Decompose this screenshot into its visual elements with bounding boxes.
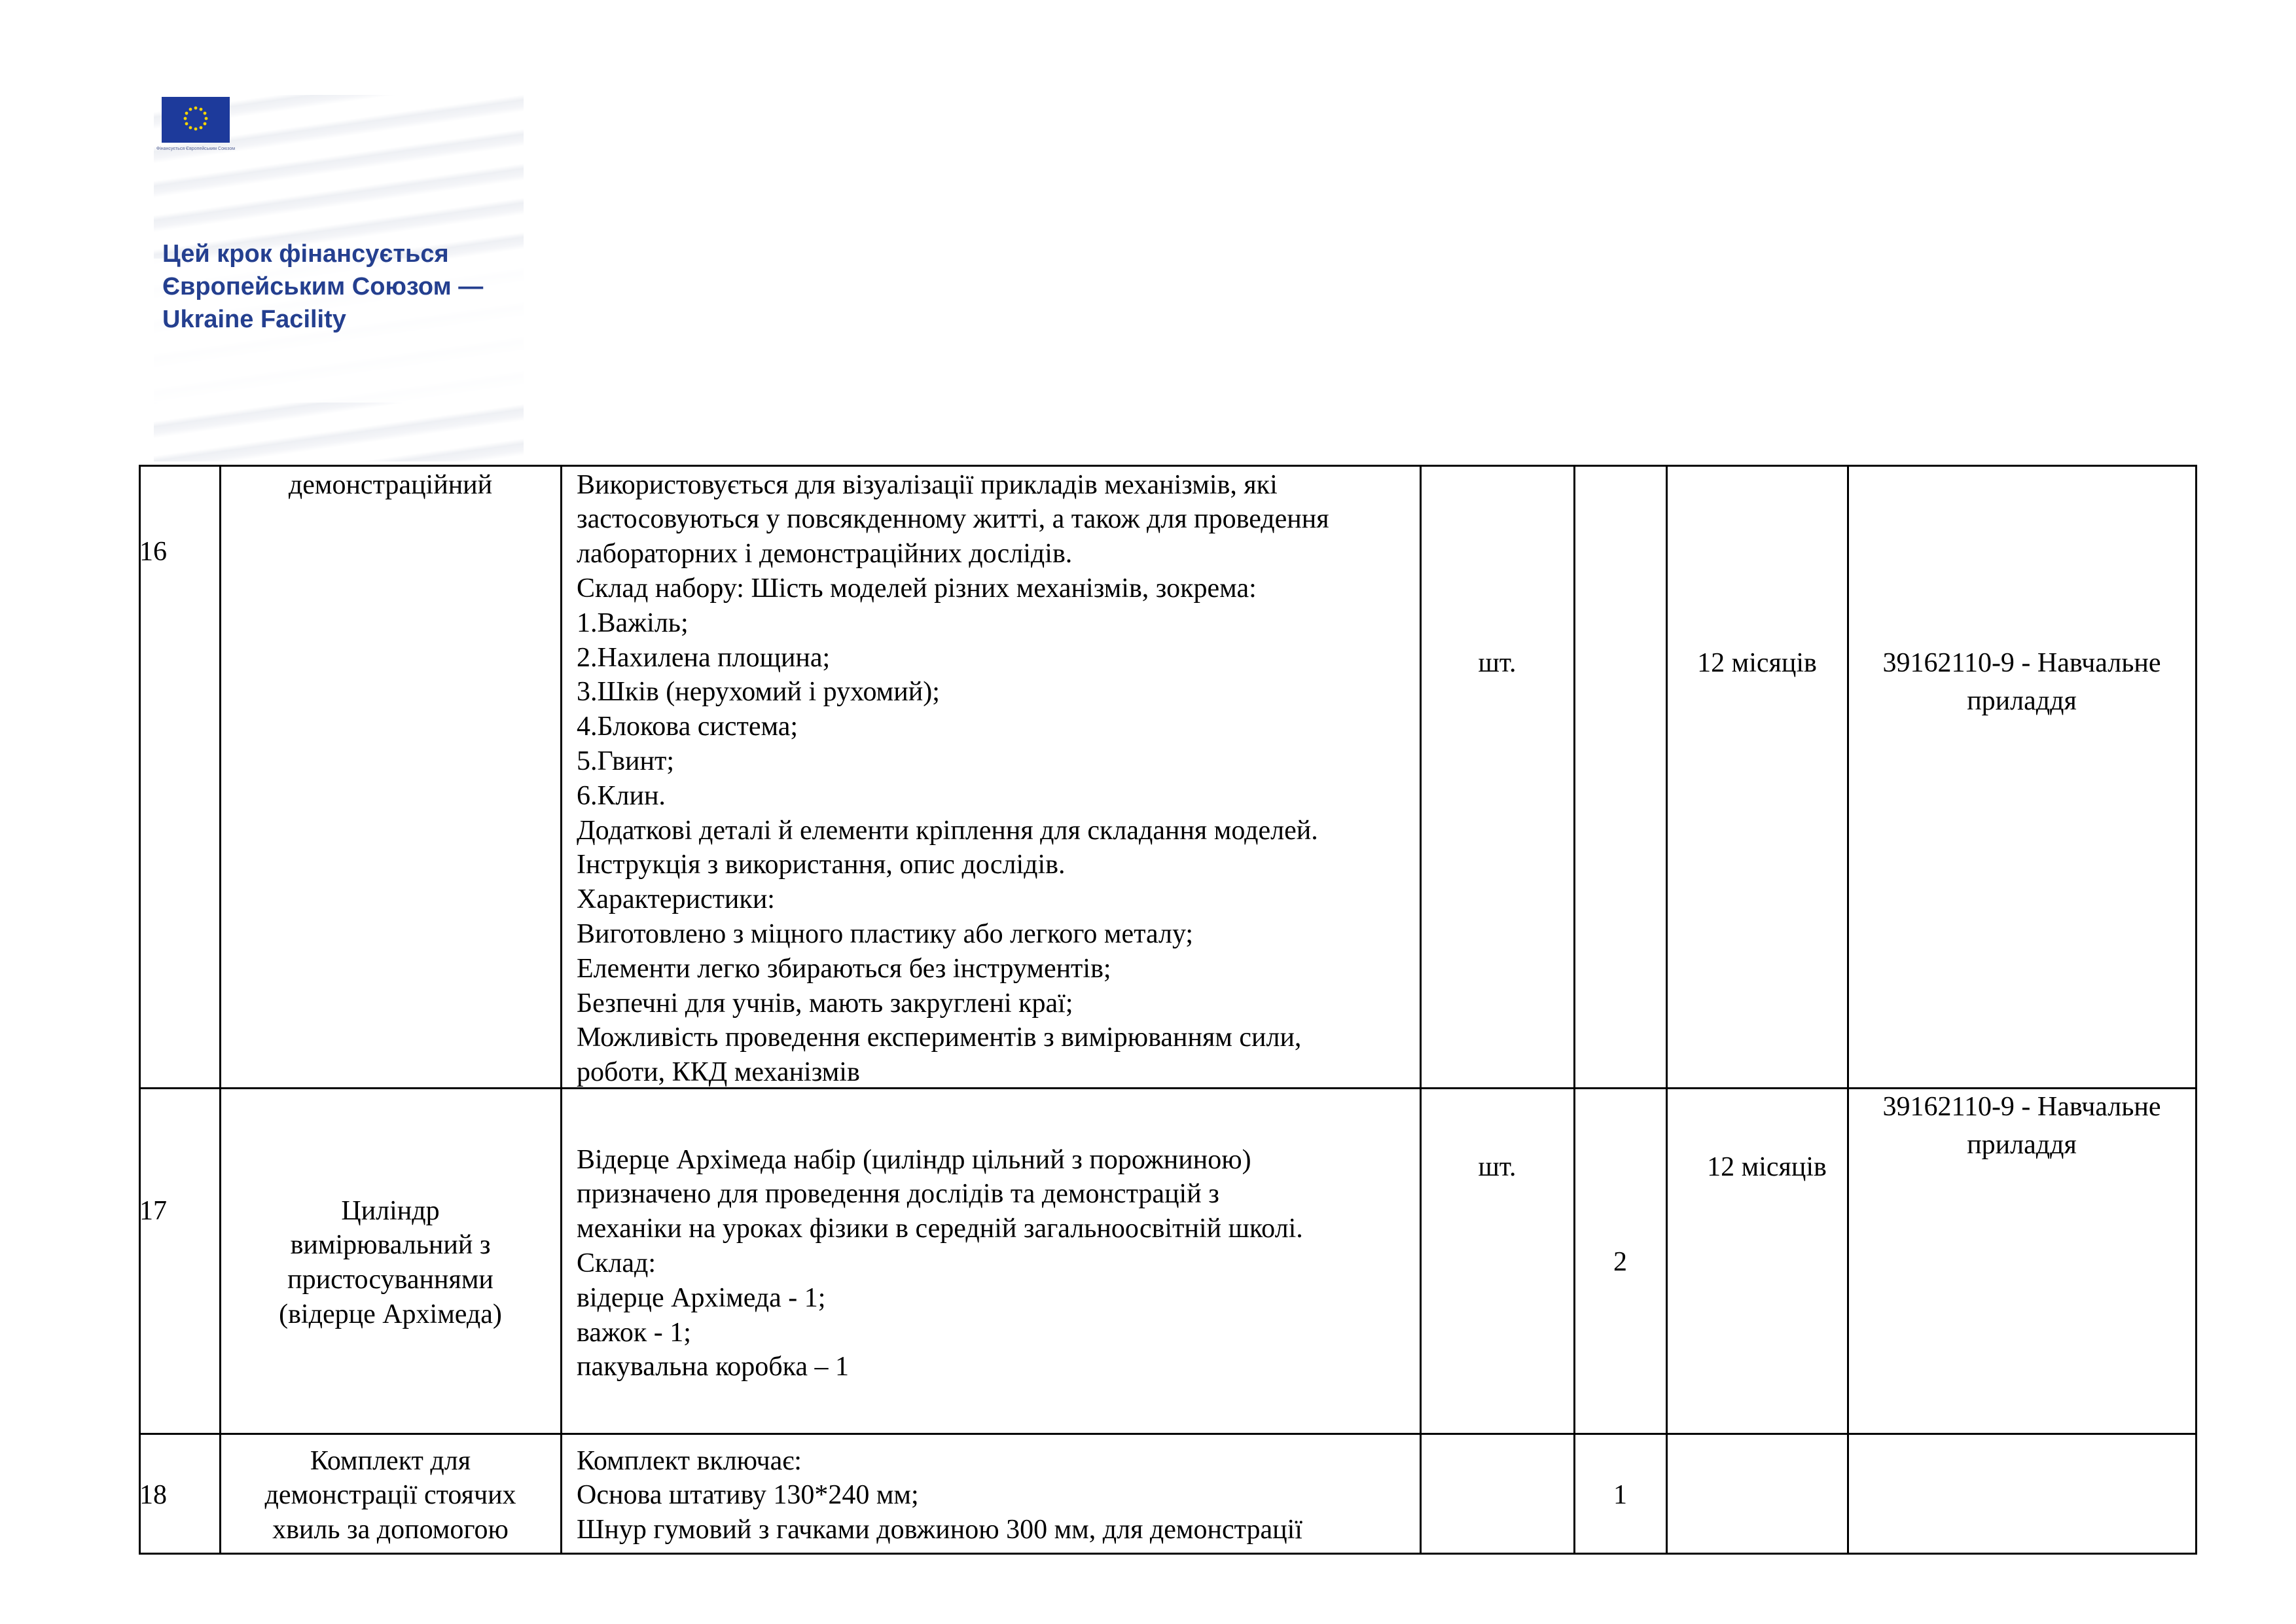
item-name-line: пристосуваннями bbox=[287, 1265, 493, 1295]
item-name-line: демонстрації стоячих bbox=[264, 1480, 516, 1511]
eu-flag-icon bbox=[162, 97, 230, 143]
cell-number bbox=[139, 1087, 221, 1435]
description-line: 4.Блокова система; bbox=[577, 712, 798, 742]
description-line: пакувальна коробка – 1 bbox=[577, 1352, 850, 1382]
description-line: Безпечні для учнів, мають закруглені кра… bbox=[577, 988, 1073, 1019]
description-line: Основа штативу 130*240 мм; bbox=[577, 1480, 919, 1511]
description-line: призначено для проведення дослідів та де… bbox=[577, 1179, 1219, 1210]
quantity: 1 bbox=[1613, 1479, 1627, 1510]
description-line: застосовуються у повсякденному житті, а … bbox=[577, 504, 1329, 535]
cell-unit bbox=[1420, 1433, 1575, 1555]
warranty-period: 12 місяців bbox=[1697, 647, 1817, 678]
item-name-line: вимірювальний з bbox=[290, 1230, 491, 1261]
unit: шт. bbox=[1478, 1151, 1516, 1182]
description-line: Елементи легко збираються без інструмент… bbox=[577, 953, 1111, 984]
row-number: 16 bbox=[139, 536, 167, 567]
description-line: 3.Шків (нерухомий і рухомий); bbox=[577, 677, 940, 708]
description-line: 1.Важіль; bbox=[577, 607, 689, 638]
cell-warranty bbox=[1666, 1433, 1849, 1555]
description-line: відерце Архімеда - 1; bbox=[577, 1282, 826, 1313]
cpv-code-line: приладдя bbox=[1967, 685, 2077, 716]
item-name-line: Комплект для bbox=[310, 1445, 471, 1476]
cell-quantity bbox=[1573, 465, 1668, 1089]
cell-code bbox=[1847, 465, 2197, 1089]
description-line: 2.Нахилена площина; bbox=[577, 642, 831, 673]
description-line: Склад: bbox=[577, 1248, 656, 1278]
description-line: Інструкція з використання, опис дослідів… bbox=[577, 850, 1066, 880]
cell-unit bbox=[1420, 1087, 1575, 1435]
cell-code bbox=[1847, 1433, 2197, 1555]
item-name-line: Циліндр bbox=[341, 1195, 440, 1226]
item-name-line: (відерце Архімеда) bbox=[279, 1299, 502, 1329]
cell-warranty bbox=[1666, 465, 1849, 1089]
description-line: Шнур гумовий з гачками довжиною 300 мм, … bbox=[577, 1515, 1302, 1545]
cell-warranty bbox=[1666, 1087, 1849, 1435]
description-line: Виготовлено з міцного пластику або легко… bbox=[577, 919, 1194, 949]
description-line: Відерце Архімеда набір (циліндр цільний … bbox=[577, 1144, 1251, 1175]
cpv-code-line: 39162110-9 - Навчальне bbox=[1882, 1091, 2161, 1122]
description-line: 6.Клин. bbox=[577, 780, 666, 811]
description-line: Використовується для візуалізації прикла… bbox=[577, 469, 1278, 500]
description-line: Характеристики: bbox=[577, 884, 775, 915]
description-line: механіки на уроках фізики в середній заг… bbox=[577, 1214, 1303, 1244]
cell-name bbox=[219, 465, 562, 1089]
row-number: 18 bbox=[139, 1479, 167, 1510]
description-line: важок - 1; bbox=[577, 1317, 691, 1348]
cell-unit bbox=[1420, 465, 1575, 1089]
description-line: 5.Гвинт; bbox=[577, 746, 674, 776]
unit: шт. bbox=[1478, 647, 1516, 678]
quantity: 2 bbox=[1613, 1246, 1627, 1277]
item-name-line: демонстраційний bbox=[288, 469, 493, 500]
slogan-line: Європейським Союзом — bbox=[162, 273, 484, 300]
description-line: Можливість проведення експериментів з ви… bbox=[577, 1022, 1302, 1053]
item-name-line: хвиль за допомогою bbox=[272, 1515, 509, 1545]
warranty-period: 12 місяців bbox=[1707, 1151, 1827, 1182]
row-number: 17 bbox=[139, 1195, 167, 1226]
cpv-code-line: приладдя bbox=[1967, 1129, 2077, 1160]
eu-funding-logo: Фінансується Європейським Союзом Цей кро… bbox=[154, 95, 524, 461]
description-line: Склад набору: Шість моделей різних механ… bbox=[577, 573, 1257, 604]
logo-background bbox=[154, 259, 524, 403]
flag-caption: Фінансується Європейським Союзом bbox=[156, 147, 236, 151]
description-line: Комплект включає: bbox=[577, 1445, 802, 1476]
description-line: Додаткові деталі й елементи кріплення дл… bbox=[577, 815, 1318, 846]
description-line: лабораторних і демонстраційних дослідів. bbox=[577, 539, 1073, 569]
slogan-line: Цей крок фінансується bbox=[162, 240, 449, 268]
funding-slogan: Цей крок фінансується Європейським Союзо… bbox=[162, 238, 483, 336]
slogan-line: Ukraine Facility bbox=[162, 306, 346, 333]
description-line: роботи, ККД механізмів bbox=[577, 1057, 860, 1088]
cpv-code-line: 39162110-9 - Навчальне bbox=[1882, 647, 2161, 678]
